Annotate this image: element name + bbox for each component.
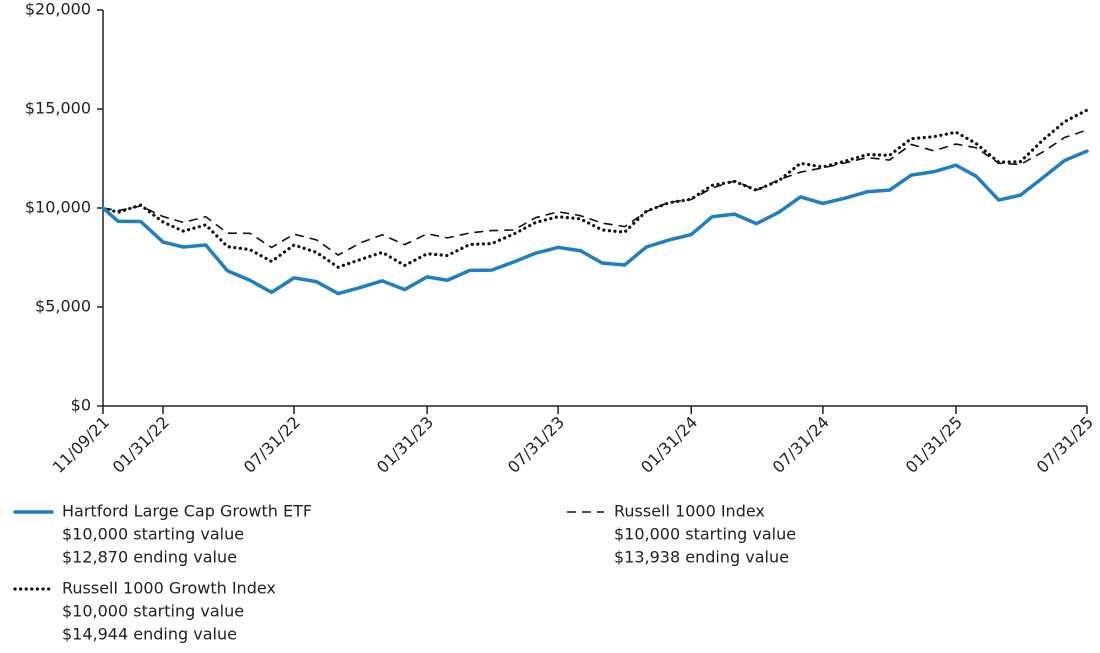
legend-detail: $10,000 starting value	[62, 525, 244, 544]
x-tick-label: 01/31/25	[902, 413, 966, 477]
legend-detail: $12,870 ending value	[62, 548, 237, 567]
series-line	[101, 149, 1089, 296]
legend-label: Russell 1000 Index	[614, 502, 765, 521]
x-tick-label: 01/31/23	[373, 413, 437, 477]
x-tick-label: 07/31/23	[504, 413, 568, 477]
y-tick-label: $5,000	[35, 297, 91, 316]
x-tick-label: 01/31/22	[109, 413, 173, 477]
x-tick-label: 01/31/24	[637, 413, 701, 477]
x-tick-label: 07/31/25	[1033, 413, 1097, 477]
legend-detail: $13,938 ending value	[614, 548, 789, 567]
series-line	[102, 129, 1088, 256]
legend-item: Hartford Large Cap Growth ETF $10,000 sta…	[13, 502, 312, 567]
series-line	[101, 108, 1089, 269]
legend-item: Russell 1000 Index $10,000 starting value…	[567, 502, 796, 567]
legend-detail: $10,000 starting value	[62, 602, 244, 621]
legend-label: Hartford Large Cap Growth ETF	[62, 502, 312, 521]
x-tick-label: 07/31/24	[769, 413, 833, 477]
x-tick-label: 07/31/22	[240, 413, 304, 477]
y-tick-label: $0	[71, 396, 91, 415]
legend-item: Russell 1000 Growth Index $10,000 startin…	[13, 579, 276, 644]
y-tick-label: $20,000	[25, 0, 91, 19]
legend-detail: $10,000 starting value	[614, 525, 796, 544]
legend-label: Russell 1000 Growth Index	[62, 579, 276, 598]
y-tick-label: $10,000	[25, 198, 91, 217]
legend-detail: $14,944 ending value	[62, 625, 237, 644]
y-tick-label: $15,000	[25, 99, 91, 118]
x-tick-label: 11/09/21	[49, 413, 113, 477]
